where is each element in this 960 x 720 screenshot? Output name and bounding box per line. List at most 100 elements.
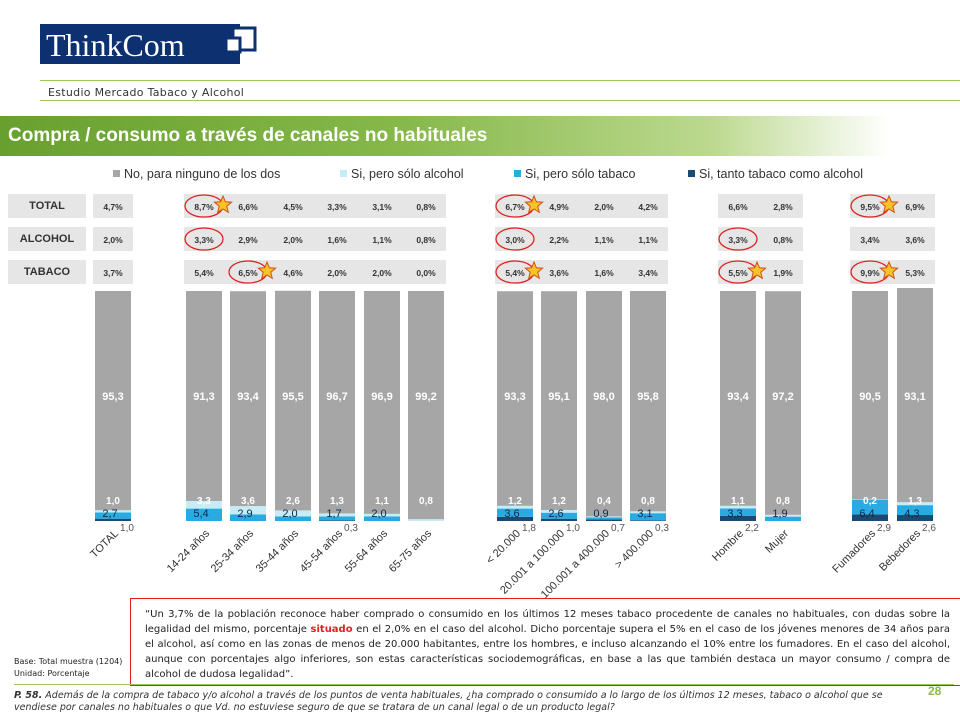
table-cell-bg: [850, 227, 935, 251]
bar-segment-no-mujer: [765, 291, 801, 515]
header-rule-bottom: [40, 100, 960, 101]
bar-segment-tabaco-14-24-a-os: [186, 508, 222, 521]
table-value-total-total: 4,7%: [103, 202, 123, 212]
row-label-total: TOTAL: [8, 194, 86, 218]
bar-label-ambos-400-000: 0,3: [655, 523, 669, 534]
bar-segment-no-25-34-a-os: [230, 291, 266, 507]
table-cell-bg: [93, 194, 133, 218]
question-ref: P. 58.: [14, 690, 43, 701]
table-cell-bg: [184, 260, 446, 284]
bar-label-alcohol-14-24-a-os: 3,3: [197, 496, 211, 507]
bar-label-alcohol-total: 1,0: [106, 496, 120, 507]
table-value-tabaco-bebedores: 5,3%: [905, 268, 925, 278]
table-value-alcohol-hombre: 3,3%: [728, 235, 748, 245]
bar-label-alcohol-20-001-a-100-000: 1,2: [552, 496, 566, 507]
table-value-tabaco-55-64-a-os: 2,0%: [372, 268, 392, 278]
star-icon: [257, 260, 277, 280]
table-value-tabaco-20-001-a-100-000: 3,6%: [549, 268, 569, 278]
table-value-alcohol-20-000: 3,0%: [505, 235, 525, 245]
category-label-20-000: < 20.000: [484, 528, 523, 567]
bar-label-tabaco-100-001-a-400-000: 0,9: [593, 508, 608, 520]
category-label-25-34-a-os: 25-34 años: [209, 527, 257, 575]
bar-label-no-total: 95,3: [102, 391, 123, 403]
bar-segment-alcohol-45-54-a-os: [319, 513, 355, 517]
bar-segment-ambos-bebedores: [897, 515, 933, 521]
bar-label-no-55-64-a-os: 96,9: [371, 391, 392, 403]
table-value-tabaco-65-75-a-os: 0,0%: [416, 268, 436, 278]
bar-label-ambos-hombre: 2,2: [745, 523, 759, 534]
bar-segment-ambos-100-001-a-400-000: [586, 519, 622, 521]
bar-label-alcohol-65-75-a-os: 0,8: [419, 496, 433, 507]
table-value-total-14-24-a-os: 8,7%: [194, 202, 214, 212]
bar-label-no-mujer: 97,2: [772, 391, 793, 403]
star-icon: [879, 260, 899, 280]
bar-label-tabaco-55-64-a-os: 2,0: [371, 508, 386, 520]
table-value-alcohol-25-34-a-os: 2,9%: [238, 235, 258, 245]
category-label-45-54-a-os: 45-54 años: [298, 527, 346, 575]
bar-segment-alcohol-total: [95, 510, 131, 513]
bar-label-ambos-bebedores: 2,6: [922, 523, 936, 534]
study-subtitle: Estudio Mercado Tabaco y Alcohol: [48, 86, 245, 99]
bar-segment-tabaco-20-000: [497, 508, 533, 517]
bar-label-no-400-000: 95,8: [637, 391, 658, 403]
bar-segment-alcohol-bebedores: [897, 502, 933, 506]
table-cell-bg: [718, 194, 803, 218]
table-value-total-20-000: 6,7%: [505, 202, 525, 212]
bar-segment-no-bebedores: [897, 288, 933, 503]
bar-segment-ambos-fumadores: [852, 514, 888, 521]
table-value-alcohol-total: 2,0%: [103, 235, 123, 245]
bar-label-ambos-total: 1,0: [120, 523, 134, 534]
bar-label-tabaco-400-000: 3,1: [637, 508, 652, 520]
bar-label-ambos-100-001-a-400-000: 0,7: [611, 523, 625, 534]
bar-label-tabaco-25-34-a-os: 2,9: [237, 508, 252, 520]
table-value-total-400-000: 4,2%: [638, 202, 658, 212]
category-label-55-64-a-os: 55-64 años: [343, 527, 391, 575]
bar-segment-ambos-20-000: [497, 516, 533, 521]
base-note: Base: Total muestra (1204): [14, 657, 123, 666]
bar-label-no-35-44-a-os: 95,5: [282, 391, 303, 403]
category-label-35-44-a-os: 35-44 años: [254, 527, 302, 575]
bar-label-ambos-20-000: 1,8: [522, 523, 536, 534]
bar-segment-tabaco-total: [95, 512, 131, 519]
quote-text-1: “Un 3,7% de la población reconoce haber …: [145, 609, 950, 635]
highlight-circle: [495, 227, 535, 251]
bar-segment-no-20-000: [497, 291, 533, 506]
bar-segment-alcohol-mujer: [765, 514, 801, 517]
bar-segment-tabaco-bebedores: [897, 505, 933, 516]
table-value-tabaco-400-000: 3,4%: [638, 268, 658, 278]
header-rule-top: [40, 80, 960, 81]
bar-label-tabaco-20-001-a-100-000: 2,6: [548, 508, 563, 520]
table-cell-bg: [495, 260, 668, 284]
bar-label-alcohol-45-54-a-os: 1,3: [330, 496, 344, 507]
row-label-alcohol: ALCOHOL: [8, 227, 86, 251]
bar-segment-ambos-400-000: [630, 520, 666, 521]
star-icon: [213, 194, 233, 214]
bar-segment-tabaco-fumadores: [852, 499, 888, 515]
legend-swatch-3: [688, 170, 695, 177]
bar-segment-ambos-45-54-a-os: [319, 520, 355, 521]
bar-segment-no-hombre: [720, 291, 756, 506]
bar-label-tabaco-total: 2,7: [102, 508, 117, 520]
bar-segment-tabaco-mujer: [765, 516, 801, 521]
bar-segment-no-100-001-a-400-000: [586, 291, 622, 517]
bar-label-alcohol-25-34-a-os: 3,6: [241, 496, 255, 507]
bar-segment-alcohol-14-24-a-os: [186, 500, 222, 509]
legend-label-0: No, para ninguno de los dos: [124, 167, 280, 181]
stacked-bar-chart: No, para ninguno de los dos Si, pero sólo…: [88, 167, 936, 600]
bar-segment-ambos-20-001-a-100-000: [541, 518, 577, 521]
bar-label-no-14-24-a-os: 91,3: [193, 391, 214, 403]
question-text: P. 58. Además de la compra de tabaco y/o…: [14, 690, 924, 714]
table-cell-bg: [184, 227, 446, 251]
table-value-total-45-54-a-os: 3,3%: [327, 202, 347, 212]
bar-label-no-hombre: 93,4: [727, 391, 749, 403]
bar-label-ambos-fumadores: 2,9: [877, 523, 891, 534]
bar-segment-no-35-44-a-os: [275, 290, 311, 511]
bar-label-alcohol-20-000: 1,2: [508, 496, 522, 507]
table-value-tabaco-20-000: 5,4%: [505, 268, 525, 278]
bar-label-tabaco-45-54-a-os: 1,7: [326, 508, 341, 520]
bar-label-alcohol-mujer: 0,8: [776, 496, 790, 507]
bar-label-tabaco-14-24-a-os: 5,4: [193, 508, 208, 520]
table-value-total-65-75-a-os: 0,8%: [416, 202, 436, 212]
highlight-circle: [184, 227, 224, 251]
bar-segment-alcohol-400-000: [630, 511, 666, 514]
